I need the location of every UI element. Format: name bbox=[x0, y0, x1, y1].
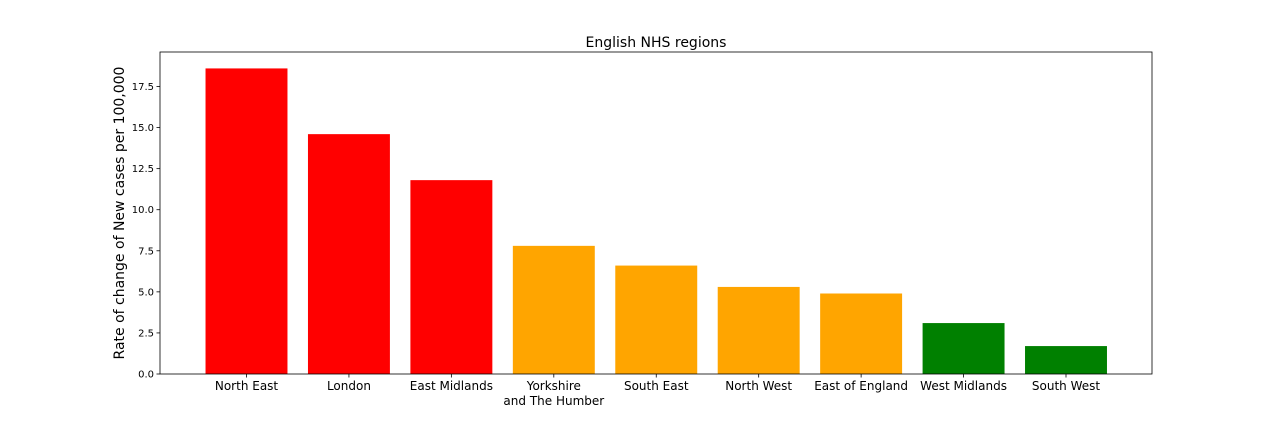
bar bbox=[410, 180, 493, 374]
x-tick-label: East of England bbox=[814, 379, 908, 393]
bar bbox=[307, 134, 390, 374]
y-tick-label: 2.5 bbox=[138, 328, 154, 339]
y-tick-label: 17.5 bbox=[132, 82, 154, 93]
bar bbox=[717, 286, 800, 374]
y-tick-label: 5.0 bbox=[138, 287, 154, 298]
bars-group bbox=[205, 68, 1107, 374]
bar bbox=[205, 68, 288, 374]
plot-frame bbox=[159, 51, 1153, 375]
x-tick-label: West Midlands bbox=[920, 379, 1007, 393]
bar bbox=[512, 245, 595, 374]
y-axis-label: Rate of change of New cases per 100,000 bbox=[112, 67, 128, 360]
bar bbox=[820, 293, 903, 374]
y-tick-label: 15.0 bbox=[132, 123, 154, 134]
y-axis-ticks: 0.0 2.5 5.0 7.5 10.0 12.5 15.0 17.5 bbox=[132, 82, 160, 381]
x-tick-label: South West bbox=[1032, 379, 1100, 393]
chart-title: English NHS regions bbox=[586, 35, 727, 51]
y-tick-label: 10.0 bbox=[132, 205, 154, 216]
x-tick-label: and The Humber bbox=[503, 394, 604, 408]
bar bbox=[1025, 346, 1107, 374]
x-tick-label: South East bbox=[624, 379, 689, 393]
x-tick-label: North East bbox=[215, 379, 279, 393]
x-tick-label: London bbox=[327, 379, 371, 393]
x-axis-ticks: North East London East Midlands Yorkshirean… bbox=[215, 374, 1100, 408]
y-tick-label: 7.5 bbox=[138, 246, 154, 257]
y-tick-label: 12.5 bbox=[132, 164, 154, 175]
bar bbox=[615, 265, 698, 374]
x-tick-label: Yorkshire bbox=[526, 379, 581, 393]
y-tick-label: 0.0 bbox=[138, 370, 154, 381]
bar bbox=[922, 323, 1005, 374]
x-tick-label: North West bbox=[725, 379, 792, 393]
x-tick-label: East Midlands bbox=[410, 379, 493, 393]
